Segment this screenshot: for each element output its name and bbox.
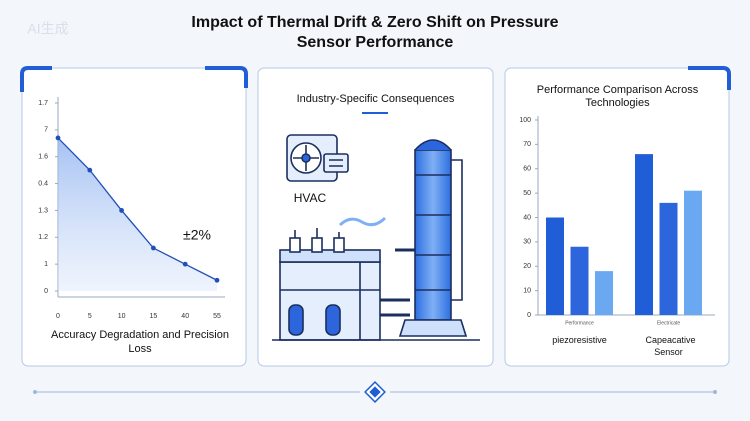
- y-tick-label: 10: [523, 287, 531, 294]
- x-tick-label: 15: [150, 313, 158, 320]
- x-tick-label: piezoresistive: [552, 335, 607, 345]
- x-tick-label: 0: [56, 313, 60, 320]
- y-tick-label: 60: [523, 166, 531, 173]
- y-tick-label: 1.6: [38, 154, 48, 161]
- x-sublabel: Performance: [565, 320, 594, 326]
- point: [87, 167, 93, 173]
- y-tick-label: 70: [523, 141, 531, 148]
- bar: [595, 271, 613, 315]
- x-tick-label: 5: [88, 313, 92, 320]
- annotation: ±2%: [183, 227, 211, 243]
- watermark: AI生成: [27, 21, 68, 37]
- illustration: [272, 134, 480, 341]
- panel-title: Industry-Specific Consequences: [296, 93, 455, 105]
- y-tick-label: 40: [523, 214, 531, 221]
- chart-title: Performance Comparison Across Technologi…: [536, 84, 699, 109]
- bar: [635, 154, 653, 315]
- bar: [659, 202, 678, 315]
- point: [151, 245, 156, 251]
- point: [119, 208, 124, 213]
- bar: [570, 246, 589, 315]
- y-tick-label: 20: [523, 263, 531, 270]
- y-tick-label: 0: [527, 312, 531, 319]
- x-tick-label: 40: [181, 313, 189, 320]
- hvac-label: HVAC: [293, 191, 327, 205]
- page-title: Impact of Thermal Drift & Zero Shift on …: [191, 14, 559, 51]
- y-tick-label: 30: [523, 239, 531, 246]
- y-tick-label: 100: [519, 117, 531, 124]
- y-tick-label: 7: [44, 127, 48, 134]
- y-tick-label: 1.3: [38, 207, 48, 214]
- bar: [546, 217, 564, 315]
- y-tick-label: 1.7: [38, 100, 48, 107]
- y-tick-label: 1.2: [38, 234, 48, 241]
- point: [182, 261, 188, 267]
- x-axis-title: Accuracy Degradation and Precision Loss: [51, 329, 229, 355]
- y-tick-label: 0.4: [38, 180, 48, 187]
- bar: [684, 190, 702, 315]
- x-tick-label: 10: [118, 313, 126, 320]
- point: [214, 277, 220, 283]
- y-tick-label: 50: [523, 190, 531, 197]
- area: [58, 137, 217, 291]
- y-tick-label: 1: [44, 261, 48, 268]
- x-tick-label: Capeacative Sensor: [645, 335, 696, 357]
- x-sublabel: Electricate: [657, 320, 681, 326]
- x-tick-label: 55: [213, 313, 221, 320]
- y-tick-label: 0: [44, 288, 48, 295]
- point: [55, 135, 61, 141]
- line: [57, 137, 218, 281]
